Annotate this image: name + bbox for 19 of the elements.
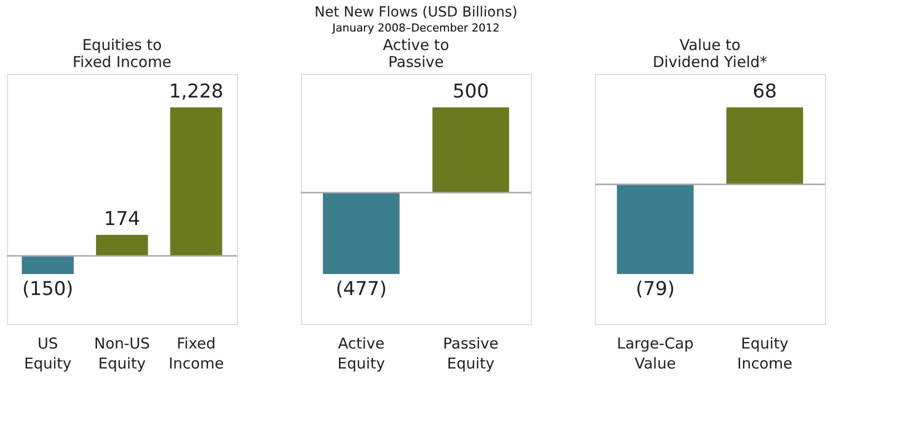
x-tick-label: Fixed Income — [168, 334, 224, 372]
x-tick-label: Passive Equity — [443, 334, 498, 372]
data-label: 1,228 — [168, 80, 224, 102]
text: Net New Flows (USD Billions) — [314, 4, 518, 20]
x-tick-label: Non-US Equity — [94, 334, 150, 372]
data-label: 68 — [752, 80, 777, 102]
data-label: 174 — [104, 208, 140, 230]
x-tick-label: Equity Income — [737, 334, 792, 372]
data-label: (477) — [336, 278, 387, 300]
chart-title: Value to Dividend Yield* — [652, 36, 768, 71]
chart-title: Equities to Fixed Income — [72, 36, 172, 71]
x-tick-label: Large-Cap Value — [616, 334, 694, 372]
data-label: 500 — [452, 80, 489, 102]
data-label: (79) — [636, 278, 675, 300]
x-tick-label: Active Equity — [338, 334, 386, 372]
data-label: (150) — [22, 278, 74, 300]
text: January 2008–December 2012 — [331, 22, 500, 34]
x-tick-label: US Equity — [24, 334, 72, 372]
chart-title: Active to Passive — [382, 36, 450, 71]
